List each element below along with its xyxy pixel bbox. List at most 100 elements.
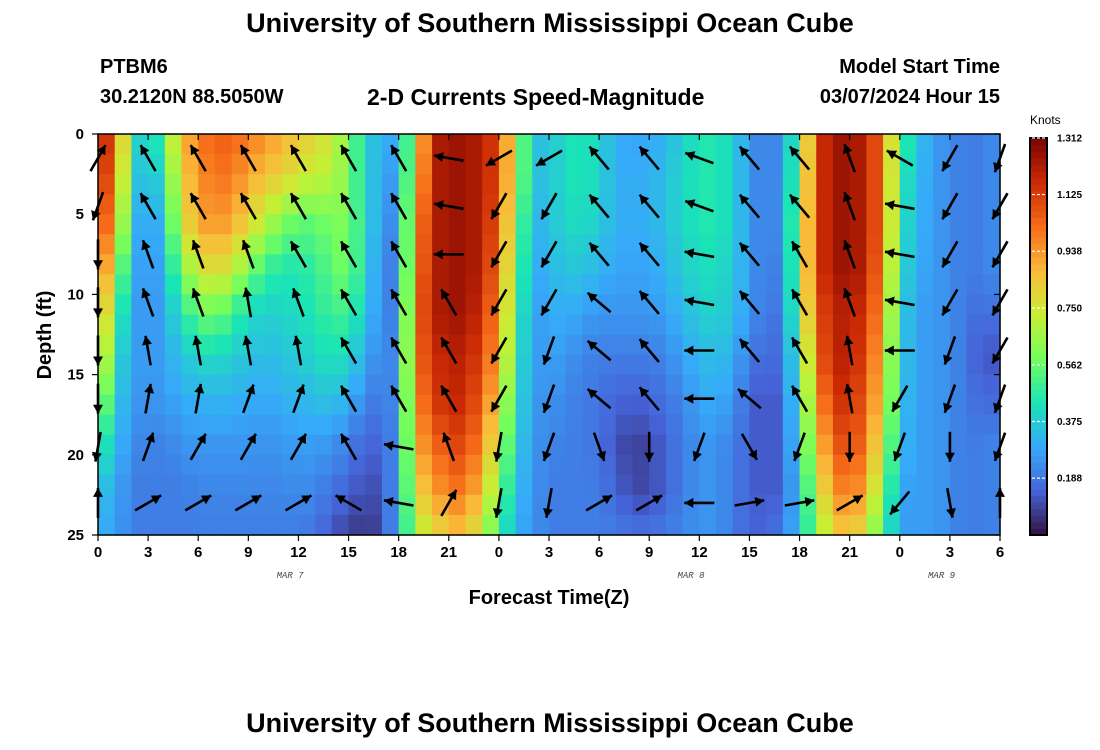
heatmap-cell <box>415 254 433 275</box>
heatmap-cell <box>114 454 132 476</box>
arrow-head <box>942 160 952 172</box>
heatmap-cell <box>849 394 867 416</box>
heatmap-cell <box>916 274 934 295</box>
heatmap-cell <box>465 394 483 416</box>
current-arrow <box>635 494 663 512</box>
heatmap-cell <box>381 214 400 235</box>
date-label: MAR 8 <box>677 571 705 581</box>
heatmap-cell <box>716 514 734 536</box>
x-tick-label: 18 <box>791 544 808 561</box>
heatmap-cell <box>432 174 450 195</box>
arrow-head <box>792 241 801 252</box>
current-arrow <box>943 384 957 414</box>
arrow-head <box>341 289 350 300</box>
current-arrow <box>738 193 761 219</box>
heatmap-cell <box>983 134 1001 155</box>
arrow-head <box>842 288 853 299</box>
heatmap-cell <box>749 314 767 336</box>
heatmap-cell <box>732 274 751 295</box>
heatmap-cell <box>816 214 834 235</box>
heatmap-cell <box>649 414 667 436</box>
heatmap-cell <box>265 194 283 215</box>
heatmap-cell <box>766 394 784 416</box>
x-axis: 0 3 6 9 12 15 18 21 0 3 6 9 12 15 18 21 0 3 6 MAR 7 MAR 8 MAR… <box>94 134 1004 581</box>
heatmap-cell <box>448 434 467 456</box>
x-tick-label: 15 <box>741 544 758 561</box>
heatmap-cell <box>432 334 450 356</box>
heatmap-cell <box>916 214 934 235</box>
heatmap-cell <box>532 134 550 155</box>
heatmap-cell <box>732 354 751 376</box>
heatmap-cell <box>732 454 751 476</box>
heatmap-cell <box>682 414 700 436</box>
heatmap-cell <box>782 334 801 356</box>
arrow-head <box>739 194 750 205</box>
heatmap-cell <box>432 214 450 235</box>
heatmap-cell <box>231 354 249 376</box>
heatmap-cell <box>231 514 249 536</box>
heatmap-cell <box>131 434 149 456</box>
heatmap-cell <box>933 454 951 476</box>
heatmap-cell <box>415 434 433 456</box>
heatmap-cell <box>415 294 433 316</box>
heatmap-cell <box>899 234 918 255</box>
current-arrow <box>790 240 809 268</box>
heatmap-cell <box>498 154 517 175</box>
heatmap-cell <box>331 354 350 376</box>
arrow-head <box>391 289 400 300</box>
arrow-head <box>491 208 501 220</box>
heatmap-cell <box>933 374 951 396</box>
heatmap-cell <box>181 254 199 275</box>
heatmap-cell <box>766 374 784 396</box>
heatmap-cell <box>198 394 216 416</box>
arrow-head <box>804 497 815 507</box>
colorbar-segment <box>1030 257 1047 265</box>
heatmap-cell <box>799 154 817 175</box>
arrow-head <box>739 242 750 253</box>
heatmap-cell <box>465 354 483 376</box>
heatmap-cell <box>849 194 867 215</box>
heatmap-cell <box>265 314 283 336</box>
arrow-head <box>290 193 300 204</box>
colorbar-segment <box>1030 316 1047 324</box>
heatmap-cell <box>682 154 700 175</box>
heatmap-cell <box>615 174 634 195</box>
heatmap-cell <box>365 334 383 356</box>
arrow-head <box>240 193 250 204</box>
heatmap-cell <box>966 194 984 215</box>
heatmap-cell <box>983 514 1001 536</box>
heatmap-cell <box>849 294 867 316</box>
heatmap-cell <box>315 314 333 336</box>
heatmap-cell <box>415 234 433 255</box>
heatmap-cell <box>799 434 817 456</box>
colorbar-tick-label: 0.188 <box>1057 474 1082 485</box>
heatmap-cell <box>498 334 517 356</box>
heatmap-cell <box>966 294 984 316</box>
heatmap-cell <box>966 254 984 275</box>
arrow-head <box>884 345 894 356</box>
current-arrow <box>884 296 915 307</box>
current-arrow <box>638 386 660 412</box>
current-arrow <box>684 393 715 404</box>
heatmap-cell <box>699 254 717 275</box>
heatmap-cell <box>98 354 116 376</box>
heatmap-cell <box>749 274 767 295</box>
heatmap-cell <box>632 154 650 175</box>
heatmap-cell <box>732 154 751 175</box>
heatmap-cell <box>315 354 333 376</box>
heatmap-cell <box>98 474 116 496</box>
current-arrow <box>542 384 556 414</box>
colorbar-segment <box>1030 508 1047 516</box>
heatmap-cell <box>248 174 266 195</box>
heatmap-cell <box>649 354 667 376</box>
heatmap-cell <box>448 474 467 496</box>
y-tick-label: 20 <box>67 447 84 464</box>
colorbar-segment <box>1030 336 1047 344</box>
arrow-head <box>144 383 155 394</box>
heatmap-cell <box>682 354 700 376</box>
heatmap-cell <box>665 414 684 436</box>
heatmap-cell <box>916 154 934 175</box>
heatmap-cell <box>331 214 350 235</box>
heatmap-cell <box>866 294 884 316</box>
heatmap-cell <box>448 274 467 295</box>
